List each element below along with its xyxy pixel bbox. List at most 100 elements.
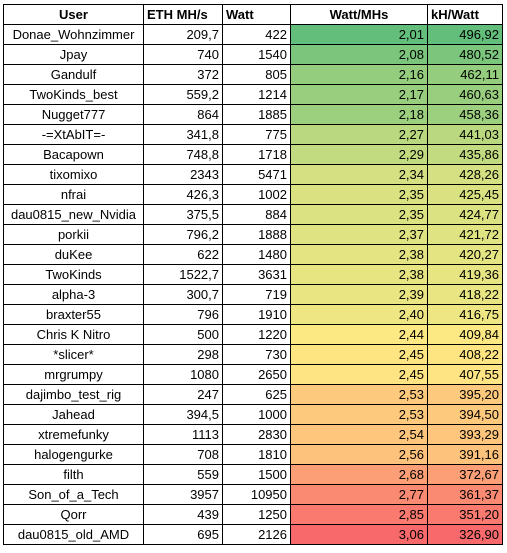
cell-eth-mhs[interactable]: 1113	[143, 424, 223, 445]
cell-watt[interactable]: 1888	[222, 224, 291, 245]
cell-watt-per-mhs[interactable]: 2,01	[290, 24, 428, 45]
cell-watt-per-mhs[interactable]: 2,54	[290, 424, 428, 445]
cell-kh-per-watt[interactable]: 435,86	[427, 144, 503, 165]
cell-user[interactable]: Gandulf	[3, 64, 144, 85]
cell-kh-per-watt[interactable]: 394,50	[427, 404, 503, 425]
cell-user[interactable]: nfrai	[3, 184, 144, 205]
cell-user[interactable]: Qorr	[3, 504, 144, 525]
cell-watt[interactable]: 2126	[222, 524, 291, 545]
cell-eth-mhs[interactable]: 372	[143, 64, 223, 85]
header-watt-per-mhs[interactable]: Watt/MHs	[290, 4, 428, 25]
cell-eth-mhs[interactable]: 426,3	[143, 184, 223, 205]
cell-watt[interactable]: 2830	[222, 424, 291, 445]
cell-eth-mhs[interactable]: 708	[143, 444, 223, 465]
cell-user[interactable]: duKee	[3, 244, 144, 265]
cell-watt[interactable]: 2650	[222, 364, 291, 385]
cell-kh-per-watt[interactable]: 395,20	[427, 384, 503, 405]
cell-eth-mhs[interactable]: 298	[143, 344, 223, 365]
cell-watt[interactable]: 775	[222, 124, 291, 145]
cell-user[interactable]: braxter55	[3, 304, 144, 325]
cell-eth-mhs[interactable]: 500	[143, 324, 223, 345]
cell-kh-per-watt[interactable]: 419,36	[427, 264, 503, 285]
cell-user[interactable]: porkii	[3, 224, 144, 245]
cell-watt[interactable]: 1000	[222, 404, 291, 425]
cell-eth-mhs[interactable]: 3957	[143, 484, 223, 505]
cell-kh-per-watt[interactable]: 424,77	[427, 204, 503, 225]
cell-kh-per-watt[interactable]: 425,45	[427, 184, 503, 205]
cell-user[interactable]: Chris K Nitro	[3, 324, 144, 345]
cell-kh-per-watt[interactable]: 361,37	[427, 484, 503, 505]
cell-kh-per-watt[interactable]: 460,63	[427, 84, 503, 105]
cell-kh-per-watt[interactable]: 326,90	[427, 524, 503, 545]
cell-user[interactable]: Bacapown	[3, 144, 144, 165]
cell-watt[interactable]: 1002	[222, 184, 291, 205]
header-kh-per-watt[interactable]: kH/Watt	[427, 4, 503, 25]
cell-kh-per-watt[interactable]: 418,22	[427, 284, 503, 305]
header-eth-mhs[interactable]: ETH MH/s	[143, 4, 223, 25]
cell-watt[interactable]: 1220	[222, 324, 291, 345]
cell-watt[interactable]: 805	[222, 64, 291, 85]
cell-eth-mhs[interactable]: 748,8	[143, 144, 223, 165]
cell-user[interactable]: *slicer*	[3, 344, 144, 365]
cell-watt[interactable]: 1500	[222, 464, 291, 485]
cell-eth-mhs[interactable]: 2343	[143, 164, 223, 185]
cell-watt-per-mhs[interactable]: 2,38	[290, 244, 428, 265]
cell-user[interactable]: mrgrumpy	[3, 364, 144, 385]
cell-kh-per-watt[interactable]: 496,92	[427, 24, 503, 45]
cell-watt-per-mhs[interactable]: 2,39	[290, 284, 428, 305]
cell-kh-per-watt[interactable]: 416,75	[427, 304, 503, 325]
cell-watt-per-mhs[interactable]: 2,53	[290, 404, 428, 425]
cell-watt[interactable]: 422	[222, 24, 291, 45]
cell-kh-per-watt[interactable]: 421,72	[427, 224, 503, 245]
cell-watt-per-mhs[interactable]: 2,08	[290, 44, 428, 65]
cell-kh-per-watt[interactable]: 391,16	[427, 444, 503, 465]
cell-kh-per-watt[interactable]: 420,27	[427, 244, 503, 265]
cell-watt-per-mhs[interactable]: 2,38	[290, 264, 428, 285]
cell-watt-per-mhs[interactable]: 3,06	[290, 524, 428, 545]
cell-watt-per-mhs[interactable]: 2,56	[290, 444, 428, 465]
cell-watt-per-mhs[interactable]: 2,35	[290, 204, 428, 225]
cell-watt[interactable]: 10950	[222, 484, 291, 505]
cell-eth-mhs[interactable]: 375,5	[143, 204, 223, 225]
cell-kh-per-watt[interactable]: 393,29	[427, 424, 503, 445]
cell-watt-per-mhs[interactable]: 2,37	[290, 224, 428, 245]
cell-watt-per-mhs[interactable]: 2,53	[290, 384, 428, 405]
cell-watt-per-mhs[interactable]: 2,35	[290, 184, 428, 205]
cell-watt-per-mhs[interactable]: 2,16	[290, 64, 428, 85]
cell-user[interactable]: Donae_Wohnzimmer	[3, 24, 144, 45]
cell-kh-per-watt[interactable]: 372,67	[427, 464, 503, 485]
cell-watt[interactable]: 1885	[222, 104, 291, 125]
cell-watt-per-mhs[interactable]: 2,77	[290, 484, 428, 505]
cell-watt-per-mhs[interactable]: 2,68	[290, 464, 428, 485]
cell-watt-per-mhs[interactable]: 2,17	[290, 84, 428, 105]
cell-watt[interactable]: 1214	[222, 84, 291, 105]
cell-eth-mhs[interactable]: 209,7	[143, 24, 223, 45]
cell-watt[interactable]: 1480	[222, 244, 291, 265]
cell-user[interactable]: xtremefunky	[3, 424, 144, 445]
cell-eth-mhs[interactable]: 559	[143, 464, 223, 485]
cell-watt-per-mhs[interactable]: 2,85	[290, 504, 428, 525]
cell-user[interactable]: Jahead	[3, 404, 144, 425]
cell-user[interactable]: Son_of_a_Tech	[3, 484, 144, 505]
cell-watt-per-mhs[interactable]: 2,34	[290, 164, 428, 185]
cell-user[interactable]: -=XtAbIT=-	[3, 124, 144, 145]
cell-watt[interactable]: 1540	[222, 44, 291, 65]
cell-eth-mhs[interactable]: 247	[143, 384, 223, 405]
cell-eth-mhs[interactable]: 341,8	[143, 124, 223, 145]
cell-user[interactable]: alpha-3	[3, 284, 144, 305]
header-watt[interactable]: Watt	[222, 4, 291, 25]
cell-eth-mhs[interactable]: 300,7	[143, 284, 223, 305]
cell-watt-per-mhs[interactable]: 2,44	[290, 324, 428, 345]
cell-eth-mhs[interactable]: 439	[143, 504, 223, 525]
cell-eth-mhs[interactable]: 796	[143, 304, 223, 325]
header-user[interactable]: User	[3, 4, 144, 25]
cell-watt-per-mhs[interactable]: 2,29	[290, 144, 428, 165]
cell-kh-per-watt[interactable]: 409,84	[427, 324, 503, 345]
cell-kh-per-watt[interactable]: 408,22	[427, 344, 503, 365]
cell-user[interactable]: TwoKinds_best	[3, 84, 144, 105]
cell-eth-mhs[interactable]: 695	[143, 524, 223, 545]
cell-kh-per-watt[interactable]: 458,36	[427, 104, 503, 125]
cell-watt[interactable]: 5471	[222, 164, 291, 185]
cell-kh-per-watt[interactable]: 407,55	[427, 364, 503, 385]
cell-watt[interactable]: 1250	[222, 504, 291, 525]
